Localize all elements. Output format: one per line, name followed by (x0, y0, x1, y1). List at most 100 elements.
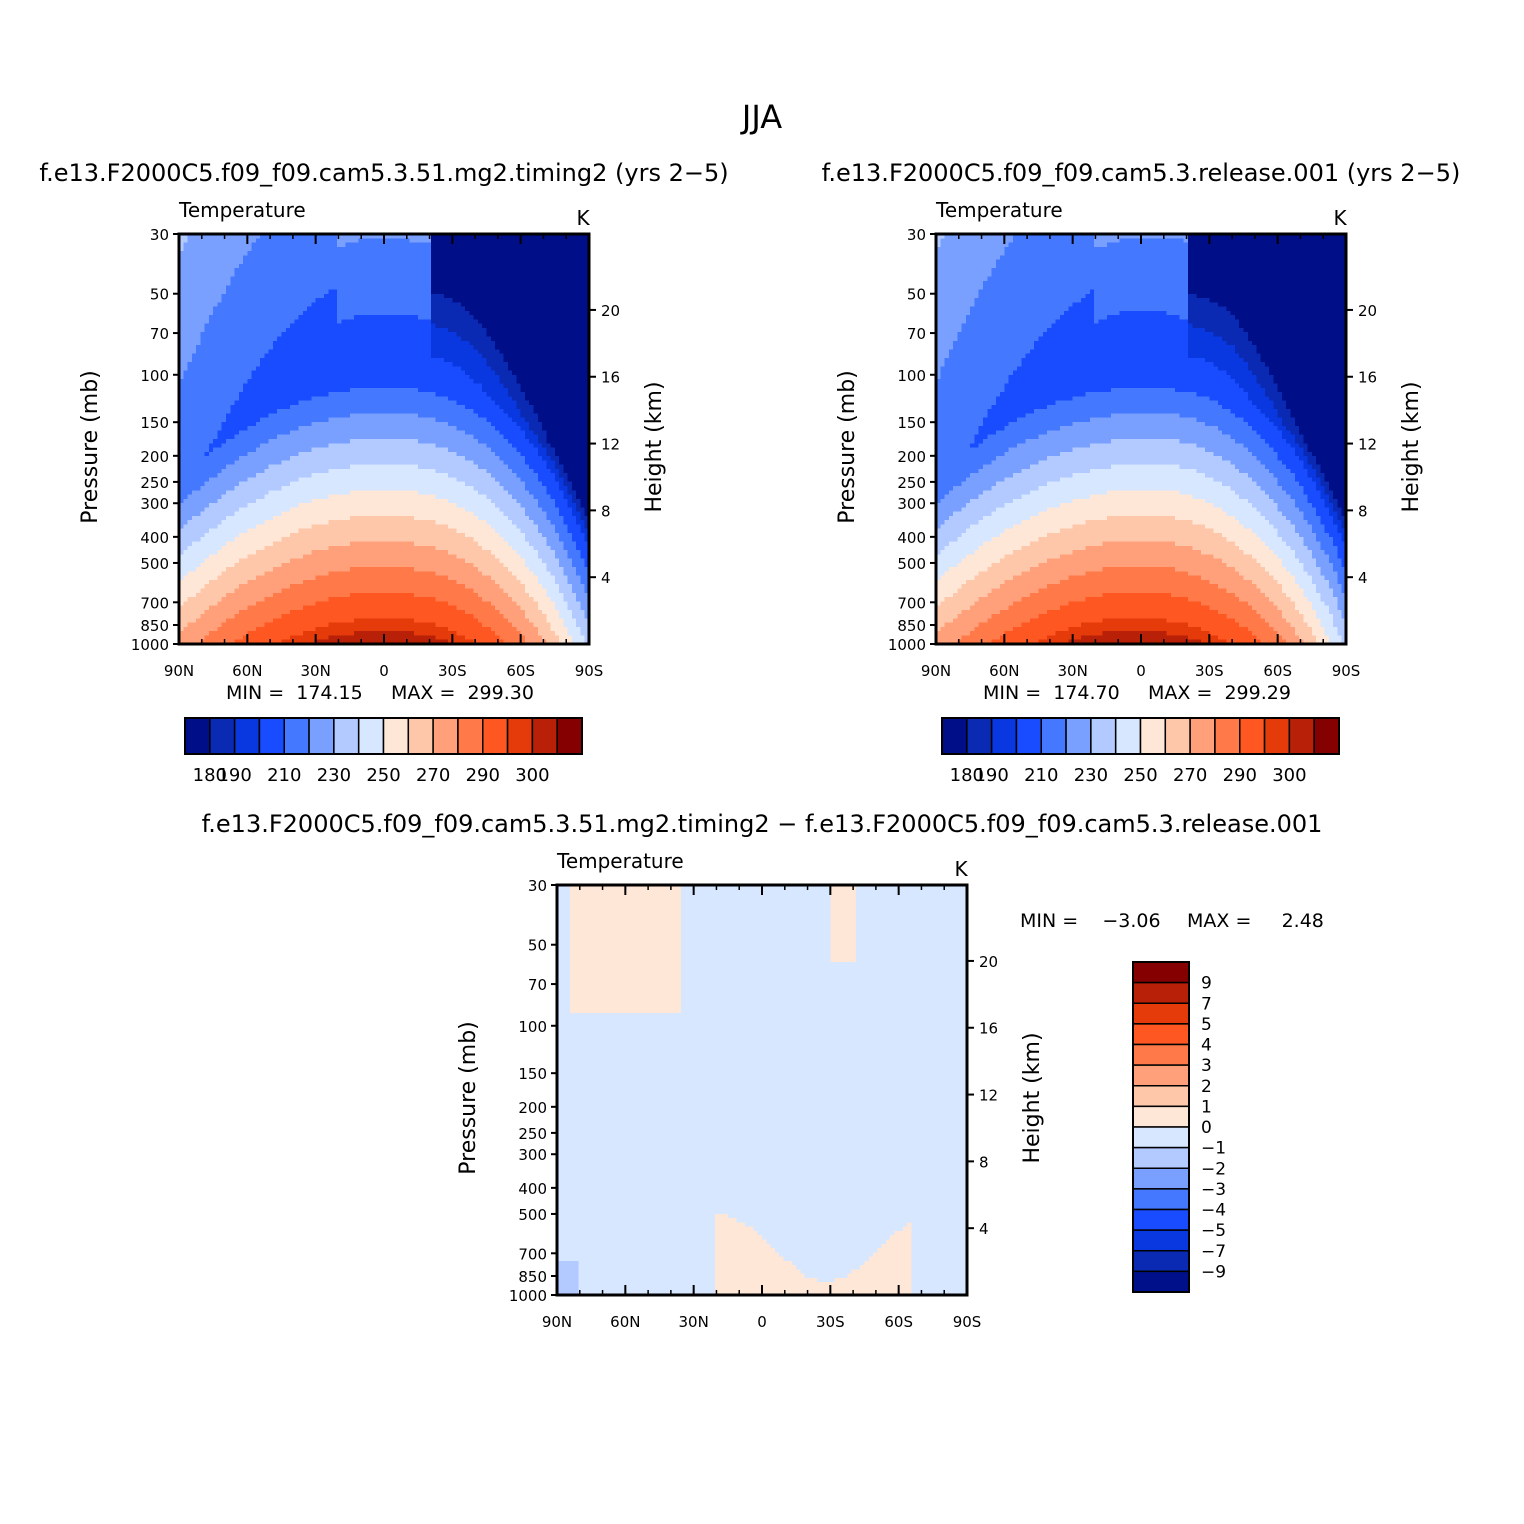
contour-cell (264, 272, 269, 277)
contour-cell (469, 251, 474, 256)
contour-cell (431, 243, 436, 248)
contour-cell (538, 268, 543, 273)
contour-cell (555, 264, 560, 269)
contour-cell (269, 264, 274, 269)
contour-cell (333, 251, 338, 256)
contour-cell (551, 268, 556, 273)
contour-cell (482, 285, 487, 290)
contour-cell (256, 243, 261, 248)
contour-cell (405, 255, 410, 260)
contour-cell (286, 272, 291, 277)
contour-cell (452, 264, 457, 269)
contour-cell (205, 281, 210, 286)
contour-cell (192, 238, 197, 243)
contour-cell (465, 238, 470, 243)
contour-cell (341, 243, 346, 248)
contour-cell (452, 247, 457, 252)
contour-cell (269, 238, 274, 243)
contour-cell (401, 260, 406, 265)
contour-cell (269, 247, 274, 252)
contour-cell (346, 247, 351, 252)
contour-cell (551, 260, 556, 265)
contour-cell (358, 264, 363, 269)
contour-cell (538, 277, 543, 282)
contour-cell (397, 277, 402, 282)
contour-cell (461, 247, 466, 252)
contour-cell (188, 260, 193, 265)
contour-cell (213, 251, 218, 256)
contour-cell (333, 272, 338, 277)
contour-cell (440, 272, 445, 277)
contour-cell (576, 243, 581, 248)
contour-cell (260, 238, 265, 243)
contour-cell (328, 272, 333, 277)
contour-cell (384, 247, 389, 252)
contour-cell (388, 285, 393, 290)
contour-cell (516, 251, 521, 256)
contour-cell (188, 281, 193, 286)
contour-cell (286, 281, 291, 286)
contour-cell (397, 268, 402, 273)
contour-cell (495, 272, 500, 277)
contour-cell (521, 251, 526, 256)
contour-cell (264, 268, 269, 273)
contour-cell (354, 272, 359, 277)
contour-cell (192, 272, 197, 277)
contour-cell (469, 260, 474, 265)
contour-cell (358, 260, 363, 265)
contour-cell (431, 238, 436, 243)
contour-cell (478, 272, 483, 277)
contour-cell (538, 247, 543, 252)
contour-cell (435, 285, 440, 290)
contour-cell (294, 268, 299, 273)
contour-cell (572, 255, 577, 260)
contour-cell (256, 264, 261, 269)
contour-cell (542, 281, 547, 286)
contour-cell (320, 272, 325, 277)
contour-cell (192, 285, 197, 290)
contour-cell (217, 247, 222, 252)
contour-cell (243, 272, 248, 277)
contour-cell (487, 255, 492, 260)
contour-cell (252, 243, 257, 248)
contour-cell (346, 238, 351, 243)
contour-cell (504, 243, 509, 248)
contour-cell (431, 272, 436, 277)
contour-cell (222, 251, 227, 256)
contour-cell (205, 260, 210, 265)
contour-cell (474, 281, 479, 286)
contour-cell (328, 255, 333, 260)
contour-cell (384, 277, 389, 282)
contour-cell (290, 238, 295, 243)
contour-cell (256, 238, 261, 243)
contour-cell (491, 243, 496, 248)
contour-cell (311, 272, 316, 277)
contour-cell (512, 238, 517, 243)
contour-cell (341, 268, 346, 273)
contour-cell (328, 251, 333, 256)
contour-cell (273, 264, 278, 269)
contour-cell (418, 285, 423, 290)
contour-cell (512, 255, 517, 260)
contour-cell (478, 281, 483, 286)
contour-cell (205, 255, 210, 260)
contour-cell (363, 260, 368, 265)
contour-cell (418, 260, 423, 265)
contour-cell (367, 260, 372, 265)
contour-cell (328, 281, 333, 286)
contour-cell (533, 247, 538, 252)
contour-cell (209, 268, 214, 273)
contour-cell (457, 268, 462, 273)
contour-cell (461, 268, 466, 273)
contour-cell (474, 277, 479, 282)
contour-cell (508, 251, 513, 256)
contour-cell (529, 272, 534, 277)
contour-cell (448, 260, 453, 265)
contour-cell (576, 247, 581, 252)
contour-cell (264, 264, 269, 269)
contour-cell (410, 272, 415, 277)
contour-cell (256, 247, 261, 252)
contour-cell (568, 243, 573, 248)
contour-cell (303, 264, 308, 269)
contour-cell (264, 285, 269, 290)
